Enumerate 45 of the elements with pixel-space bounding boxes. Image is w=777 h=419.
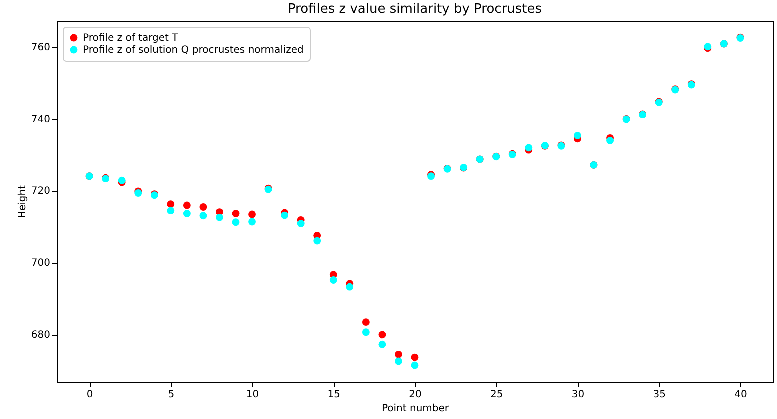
point — [167, 207, 175, 215]
point — [378, 331, 386, 339]
legend-label: Profile z of solution Q procrustes normalized — [83, 45, 304, 56]
point — [395, 358, 402, 366]
point — [362, 328, 370, 336]
legend-label: Profile z of target T — [83, 33, 180, 44]
chart-title: Profiles z value similarity by Procrustes — [288, 2, 542, 17]
point — [411, 362, 419, 370]
point — [297, 220, 305, 228]
x-tick-label: 0 — [86, 390, 94, 400]
point — [183, 202, 191, 210]
y-tick-label: 680 — [31, 330, 50, 342]
point — [411, 354, 419, 362]
point — [232, 218, 240, 226]
point — [248, 210, 256, 218]
y-tick-label: 720 — [31, 186, 50, 198]
y-tick-label: 760 — [31, 42, 50, 54]
x-tick-label: 30 — [572, 390, 585, 400]
point — [183, 210, 191, 218]
x-tick-label: 20 — [409, 390, 422, 400]
point — [200, 204, 208, 211]
x-axis-title: Point number — [382, 404, 450, 414]
point — [216, 214, 224, 222]
y-tick-label: 740 — [31, 114, 50, 126]
point — [574, 132, 582, 140]
point — [330, 276, 338, 284]
point — [362, 318, 370, 326]
x-tick-label: 40 — [734, 390, 748, 400]
x-tick-label: 35 — [653, 390, 666, 400]
point — [314, 237, 322, 245]
x-tick-label: 25 — [490, 390, 504, 400]
x-tick-label: 5 — [168, 390, 175, 400]
point — [167, 200, 175, 208]
y-axis-title: Height — [17, 185, 28, 219]
y-tick-label: 700 — [31, 258, 50, 270]
point — [281, 212, 289, 220]
x-tick-label: 10 — [246, 390, 260, 400]
point — [395, 350, 402, 358]
point — [248, 218, 256, 226]
x-tick-label: 15 — [328, 390, 341, 400]
point — [606, 137, 614, 144]
point — [232, 210, 240, 218]
point — [200, 212, 208, 220]
point — [346, 283, 354, 291]
point — [378, 340, 386, 348]
